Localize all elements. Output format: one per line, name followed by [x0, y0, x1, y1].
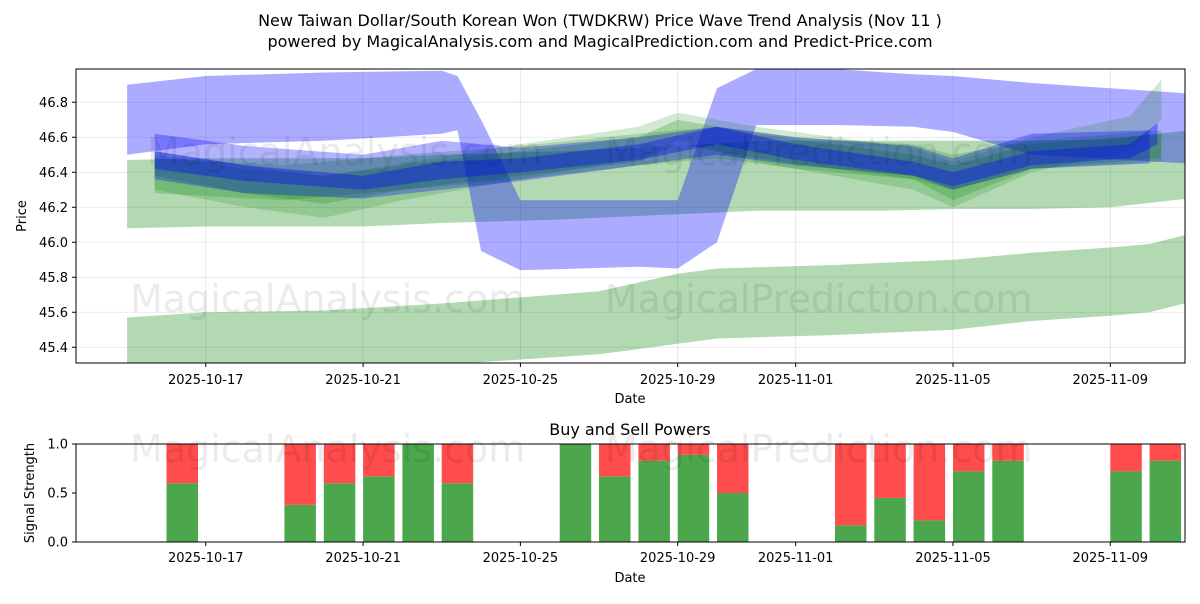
buy-power-bar: [953, 471, 985, 542]
watermark-bottom-left: MagicalAnalysis.com: [130, 427, 525, 471]
buy-power-bar: [835, 525, 867, 542]
sell-power-bar: [992, 444, 1024, 461]
power-y-tick-label: 0.0: [47, 536, 68, 551]
watermark-top-left: MagicalAnalysis.com: [147, 130, 542, 174]
watermark-top-right: MagicalPrediction.com: [605, 130, 1033, 174]
price-area-green-band-lower: [127, 235, 1185, 363]
buy-power-bar: [717, 493, 749, 542]
price-plot-frame: [75, 68, 1186, 364]
buy-power-bar: [559, 444, 592, 542]
buy-power-bar: [677, 454, 710, 542]
price-y-axis-label: Price: [15, 200, 30, 232]
price-y-tick-label: 46.2: [39, 201, 68, 216]
power-chart-title: Buy and Sell Powers: [549, 420, 711, 439]
buy-power-bar: [441, 483, 474, 542]
price-area-green-wave-mid: [154, 126, 1162, 201]
price-area-blue-wave-wide: [127, 69, 1185, 271]
price-area-green-wave-loose: [154, 79, 1162, 218]
sell-power-bar: [874, 444, 906, 498]
sell-power-bar: [835, 444, 867, 526]
sell-power-bar: [284, 444, 316, 505]
power-x-tick-label: 2025-11-01: [758, 551, 834, 566]
sell-power-bar: [1149, 444, 1182, 461]
buy-power-bar: [599, 476, 631, 542]
price-x-axis-label: Date: [614, 392, 645, 407]
power-x-ticks: 2025-10-17 2025-10-21 2025-10-25 2025-10-29…: [168, 542, 1148, 566]
power-y-tick-label: 1.0: [47, 438, 68, 453]
watermark-mid-right: MagicalPrediction.com: [605, 277, 1033, 321]
price-panel: MagicalAnalysis.com MagicalPrediction.co…: [15, 68, 1186, 407]
watermark-mid-left: MagicalAnalysis.com: [130, 277, 525, 321]
power-x-axis-label: Date: [614, 571, 645, 586]
price-area-green-wave-tight: [154, 119, 1162, 204]
price-x-ticks: 2025-10-17 2025-10-21 2025-10-25 2025-10-29…: [168, 363, 1148, 388]
price-x-tick-label: 2025-11-01: [758, 373, 834, 388]
power-y-ticks: 0.0 0.5 1.0: [47, 438, 76, 551]
watermark-bottom-right: MagicalPrediction.com: [605, 427, 1033, 471]
price-grid: [76, 69, 1185, 363]
price-y-tick-label: 45.4: [39, 341, 68, 356]
power-x-tick-label: 2025-10-25: [483, 551, 559, 566]
power-y-axis-label: Signal Strength: [23, 443, 38, 543]
power-bars: [166, 444, 1182, 542]
sell-power-bar: [599, 444, 631, 477]
price-x-tick-label: 2025-10-25: [483, 373, 559, 388]
sell-power-bar: [953, 444, 985, 472]
buy-power-bar: [874, 497, 906, 542]
price-y-ticks: 45.4 45.6 45.8 46.0 46.2 46.4 46.6 46.8: [39, 96, 76, 356]
sell-power-bar: [1110, 444, 1142, 472]
price-x-tick-label: 2025-10-29: [640, 373, 716, 388]
power-y-tick-label: 0.5: [47, 487, 68, 502]
power-x-tick-label: 2025-11-09: [1072, 551, 1148, 566]
power-x-tick-label: 2025-11-05: [915, 551, 991, 566]
buy-power-bar: [363, 476, 395, 542]
sell-power-bar: [323, 444, 356, 484]
price-area-blue-wave-mid: [154, 126, 1150, 199]
buy-power-bar: [1110, 471, 1142, 542]
buy-power-bar: [638, 460, 670, 542]
sell-power-bar: [441, 444, 474, 484]
buy-power-bar: [323, 483, 356, 542]
price-x-tick-label: 2025-10-17: [168, 373, 244, 388]
buy-power-bar: [166, 483, 198, 542]
price-x-tick-label: 2025-11-05: [915, 373, 991, 388]
price-y-tick-label: 46.4: [39, 166, 68, 181]
sell-power-bar: [677, 444, 710, 455]
buy-power-bar: [913, 520, 946, 542]
buy-power-bar: [992, 460, 1024, 542]
price-y-tick-label: 46.0: [39, 236, 68, 251]
price-area-blue-wave-narrow: [154, 123, 1158, 190]
chart-title-line1: New Taiwan Dollar/South Korean Won (TWDK…: [258, 11, 942, 30]
buy-power-bar: [284, 504, 316, 542]
price-y-tick-label: 45.6: [39, 306, 68, 321]
power-x-tick-label: 2025-10-17: [168, 551, 244, 566]
sell-power-bar: [638, 444, 670, 461]
sell-power-bar: [913, 444, 946, 521]
sell-power-bar: [166, 444, 198, 484]
sell-power-bar: [717, 444, 749, 493]
price-x-tick-label: 2025-10-21: [325, 373, 401, 388]
sell-power-bar: [363, 444, 395, 477]
chart-title-line2: powered by MagicalAnalysis.com and Magic…: [267, 32, 932, 51]
price-area-green-band-upper: [127, 130, 1185, 229]
buy-power-bar: [402, 444, 434, 542]
power-panel: Buy and Sell Powers MagicalAnalysis.com …: [23, 420, 1186, 586]
power-x-tick-label: 2025-10-21: [325, 551, 401, 566]
price-y-tick-label: 46.8: [39, 96, 68, 111]
price-y-tick-label: 46.6: [39, 131, 68, 146]
price-y-tick-label: 45.8: [39, 271, 68, 286]
buy-power-bar: [1149, 460, 1182, 542]
power-x-tick-label: 2025-10-29: [640, 551, 716, 566]
price-x-tick-label: 2025-11-09: [1072, 373, 1148, 388]
price-wave-areas: [127, 69, 1185, 363]
